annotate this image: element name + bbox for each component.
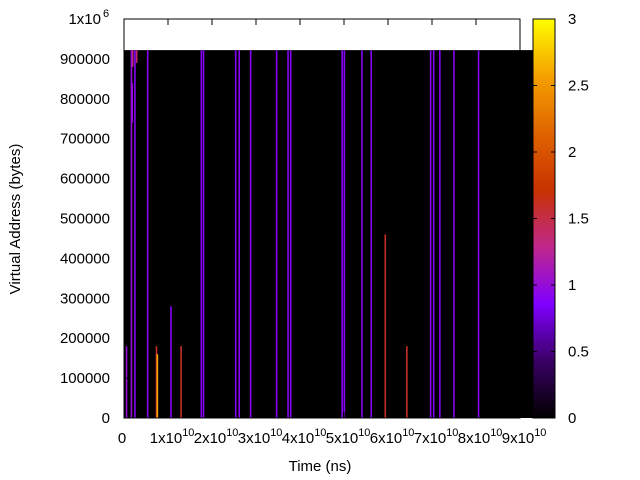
- heatmap-stripe: [343, 50, 346, 418]
- heatmap-stripe: [370, 50, 372, 418]
- colorbar-tick-label: 2: [568, 144, 576, 161]
- y-axis-title: Virtual Address (bytes): [7, 144, 24, 295]
- heatmap-stripe: [406, 346, 408, 418]
- heatmap-stripe: [131, 50, 134, 67]
- y-tick-label: 1x10: [68, 11, 101, 28]
- y-tick-label: 600000: [60, 171, 110, 188]
- plot-area: [124, 50, 547, 418]
- x-tick-exponent: 10: [358, 427, 370, 439]
- colorbar: 0 0.5 1 1.5 2 2.5 3: [532, 11, 589, 427]
- heatmap-stripe: [238, 50, 240, 418]
- heatmap-stripe: [249, 50, 252, 418]
- y-tick-label: 900000: [60, 51, 110, 68]
- x-tick-label: 1x10: [150, 430, 183, 447]
- y-tick-label: 100000: [60, 370, 110, 387]
- colorbar-tick-label: 3: [568, 11, 576, 28]
- heatmap-stripe: [289, 50, 292, 418]
- heatmap-stripe: [429, 50, 432, 418]
- y-tick-label: 700000: [60, 131, 110, 148]
- heatmap-stripe: [453, 50, 455, 418]
- heatmap-stripe: [180, 346, 182, 418]
- heatmap-stripe: [275, 50, 278, 418]
- heatmap-stripe: [125, 346, 128, 418]
- colorbar-tick-label: 0: [568, 410, 576, 427]
- x-tick-label: 9x10: [502, 430, 535, 447]
- heatmap-stripe: [234, 50, 237, 418]
- x-tick-label: 7x10: [414, 430, 447, 447]
- x-axis-title: Time (ns): [289, 458, 352, 475]
- heatmap-stripe: [384, 234, 387, 418]
- colorbar-tick-label: 1: [568, 277, 576, 294]
- x-tick-label: 4x10: [282, 430, 315, 447]
- x-tick-label: 2x10: [194, 430, 227, 447]
- x-tick-label: 8x10: [458, 430, 491, 447]
- heatmap-stripe: [477, 50, 480, 418]
- heatmap-stripe: [361, 50, 363, 418]
- x-tick-exponent: 10: [446, 427, 458, 439]
- heatmap-background: [124, 50, 547, 418]
- x-tick-exponent: 10: [402, 427, 414, 439]
- colorbar-tick-label: 2.5: [568, 78, 589, 95]
- heatmap-stripe: [432, 50, 435, 418]
- y-tick-label: 300000: [60, 290, 110, 307]
- y-tick-label: 200000: [60, 330, 110, 347]
- heatmap-stripe: [202, 50, 205, 418]
- axes: 0 1x10 10 2x10 10 3x10 10 4x10 10 5x10 10 6x10 10 7x1…: [60, 8, 547, 447]
- colorbar-tick-label: 1.5: [568, 211, 589, 228]
- x-tick-exponent: 10: [226, 427, 238, 439]
- x-tick-label: 0: [118, 430, 126, 447]
- heatmap-stripe: [134, 50, 136, 418]
- heatmap-stripe: [439, 50, 441, 418]
- y-tick-label: 800000: [60, 91, 110, 108]
- heatmap-stripe: [130, 50, 133, 418]
- heatmap-stripe: [135, 50, 138, 63]
- colorbar-tick-label: 0.5: [568, 344, 589, 361]
- heatmap-stripe: [200, 50, 203, 418]
- x-tick-label: 6x10: [370, 430, 403, 447]
- heatmap-stripe: [146, 50, 149, 418]
- y-tick-exponent: 6: [103, 8, 109, 20]
- x-tick-exponent: 10: [182, 427, 194, 439]
- heatmap-stripe: [155, 346, 158, 418]
- x-tick-exponent: 10: [490, 427, 502, 439]
- y-tick-label: 500000: [60, 211, 110, 228]
- x-tick-label: 5x10: [326, 430, 359, 447]
- x-tick-label: 3x10: [238, 430, 271, 447]
- heatmap-stripe: [156, 354, 159, 418]
- heatmap-stripe: [341, 50, 343, 418]
- x-tick-exponent: 10: [314, 427, 326, 439]
- heatmap-stripe: [170, 306, 172, 418]
- heatmap-stripe: [131, 82, 134, 123]
- heatmap-stripe: [287, 50, 289, 418]
- y-tick-label: 400000: [60, 250, 110, 267]
- y-tick-label: 0: [102, 410, 110, 427]
- x-tick-exponent: 10: [534, 427, 546, 439]
- x-tick-exponent: 10: [270, 427, 282, 439]
